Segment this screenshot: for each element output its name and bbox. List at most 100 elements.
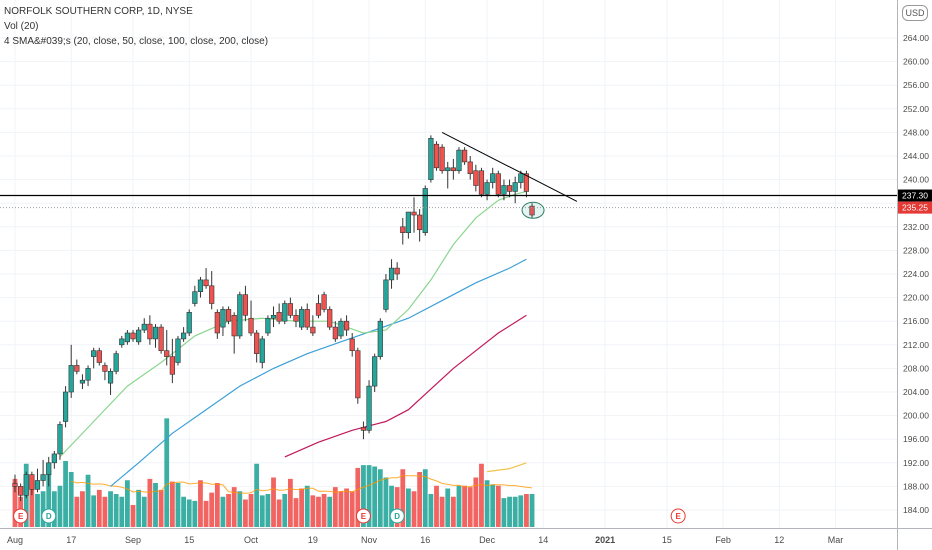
- candle: [18, 483, 24, 502]
- volume-bar: [57, 485, 63, 527]
- x-tick-label: 14: [538, 535, 548, 545]
- volume-indicator-label[interactable]: Vol (20): [4, 21, 39, 32]
- x-tick-label: Nov: [361, 535, 378, 545]
- candle-body: [74, 365, 80, 372]
- highlight-circle: [521, 201, 545, 219]
- candle: [433, 141, 440, 171]
- candle: [96, 347, 102, 366]
- candle-body: [91, 350, 97, 357]
- candle-body: [310, 326, 316, 334]
- y-tick-label: 252.00: [903, 104, 929, 114]
- candle: [332, 321, 338, 342]
- y-tick-label: 256.00: [903, 80, 929, 90]
- candle: [338, 318, 344, 339]
- volume-bar: [361, 465, 366, 527]
- x-tick-label: Mar: [828, 535, 844, 545]
- volume-bar: [113, 494, 119, 527]
- volume-bar: [332, 487, 338, 527]
- candle-body: [287, 303, 293, 316]
- candle: [461, 147, 468, 165]
- candle-body: [130, 332, 136, 340]
- candle-body: [23, 474, 29, 496]
- x-tick-label: Sep: [125, 535, 141, 545]
- candle-body: [46, 462, 52, 475]
- volume-bar: [501, 498, 507, 527]
- event-letter: E: [675, 512, 681, 521]
- earnings-marker[interactable]: E: [670, 508, 686, 524]
- sma-indicator-label[interactable]: 4 SMA&#039;s (20, close, 50, close, 100,…: [4, 36, 269, 47]
- volume-bar: [355, 467, 361, 527]
- volume-bar: [389, 485, 394, 527]
- x-tick-label: 15: [662, 535, 672, 545]
- candle-body: [209, 285, 215, 304]
- volume-bar: [158, 489, 164, 527]
- candle-body: [248, 317, 254, 334]
- volume-bar: [456, 485, 462, 527]
- symbol-title[interactable]: NORFOLK SOUTHERN CORP, 1D, NYSE: [4, 6, 193, 17]
- candle: [254, 330, 260, 363]
- candle-body: [192, 291, 198, 304]
- y-tick-label: 212.00: [903, 340, 929, 350]
- candle-body: [490, 173, 496, 183]
- volume-bar: [450, 496, 456, 527]
- candle: [490, 167, 496, 189]
- candle: [152, 324, 159, 348]
- descending-trendline: [441, 131, 578, 202]
- volume-bar: [265, 494, 271, 527]
- candle-body: [147, 323, 153, 340]
- dividend-marker[interactable]: D: [389, 508, 405, 524]
- candle-body: [422, 188, 428, 233]
- candle: [417, 209, 423, 242]
- volume-bar: [186, 499, 192, 527]
- candle: [231, 312, 237, 354]
- candle: [473, 164, 479, 192]
- candle: [394, 262, 400, 280]
- volume-bar: [524, 494, 529, 527]
- candle: [130, 330, 136, 342]
- candle-body: [158, 326, 164, 352]
- x-tick-label: 17: [66, 535, 76, 545]
- candle-body: [197, 279, 204, 292]
- earnings-marker[interactable]: E: [355, 508, 371, 524]
- volume-bar: [102, 496, 108, 527]
- candle-body: [276, 312, 282, 322]
- current-price-box: [898, 201, 932, 214]
- volume-bar: [237, 491, 243, 527]
- dividend-marker[interactable]: D: [41, 508, 57, 524]
- candle-body: [237, 294, 243, 337]
- candle: [484, 179, 490, 201]
- candle: [107, 368, 114, 395]
- candle-body: [405, 211, 412, 234]
- volume-bar: [130, 505, 136, 527]
- sma20-line: [59, 190, 527, 458]
- volume-bar: [282, 494, 288, 527]
- candle: [34, 468, 41, 493]
- candle: [287, 297, 293, 319]
- earnings-marker[interactable]: E: [13, 508, 29, 524]
- candle-body: [400, 226, 406, 234]
- candle: [259, 335, 265, 369]
- candle-body: [203, 279, 209, 287]
- candle-body: [85, 368, 91, 381]
- volume-bar: [192, 500, 198, 527]
- y-tick-label: 248.00: [903, 127, 929, 137]
- candle-body: [169, 356, 175, 375]
- candle: [186, 309, 192, 336]
- current-price-tag: 235.25: [898, 201, 932, 214]
- candle: [293, 309, 299, 328]
- x-tick-label: 19: [308, 535, 318, 545]
- volume-bar: [495, 485, 501, 527]
- candle-body: [332, 326, 338, 340]
- candle-body: [327, 309, 333, 328]
- volume-bar: [293, 498, 299, 527]
- volume-bar: [119, 496, 125, 527]
- volume-bar: [91, 495, 97, 527]
- candle: [158, 324, 164, 354]
- candle: [102, 362, 108, 381]
- candle: [248, 300, 254, 336]
- volume-bar: [490, 484, 496, 527]
- candle-body: [377, 320, 383, 357]
- volume-bar: [366, 465, 372, 527]
- currency-badge[interactable]: USD: [902, 5, 928, 21]
